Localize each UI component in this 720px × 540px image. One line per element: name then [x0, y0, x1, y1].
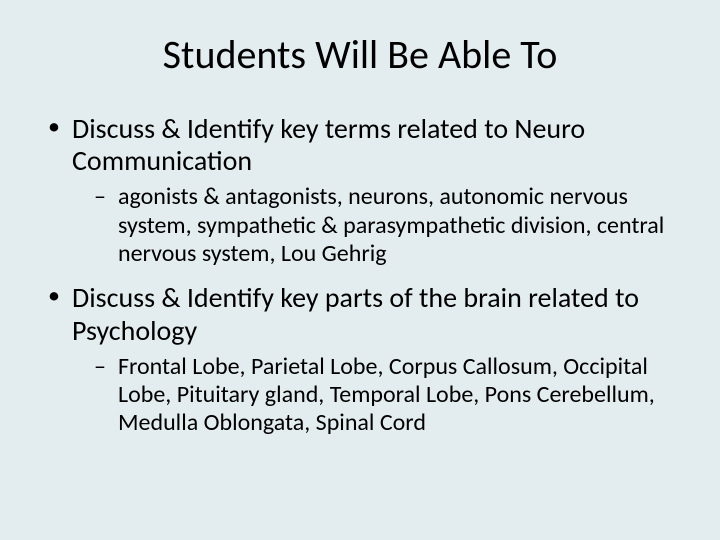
sub-bullet-text: Frontal Lobe, Parietal Lobe, Corpus Call… — [118, 352, 655, 438]
sub-bullet-text: agonists & antagonists, neurons, autonom… — [118, 182, 664, 268]
sub-bullet-item: Frontal Lobe, Parietal Lobe, Corpus Call… — [72, 353, 676, 438]
bullet-list: Discuss & Identify key terms related to … — [44, 113, 676, 438]
bullet-item: Discuss & Identify key terms related to … — [44, 113, 676, 268]
slide: Students Will Be Able To Discuss & Ident… — [0, 0, 720, 540]
sub-bullet-item: agonists & antagonists, neurons, autonom… — [72, 183, 676, 268]
bullet-text: Discuss & Identify key parts of the brai… — [72, 280, 639, 347]
bullet-text: Discuss & Identify key terms related to … — [72, 111, 585, 178]
bullet-item: Discuss & Identify key parts of the brai… — [44, 282, 676, 437]
slide-title: Students Will Be Able To — [44, 30, 676, 79]
sub-bullet-list: Frontal Lobe, Parietal Lobe, Corpus Call… — [72, 353, 676, 438]
sub-bullet-list: agonists & antagonists, neurons, autonom… — [72, 183, 676, 268]
